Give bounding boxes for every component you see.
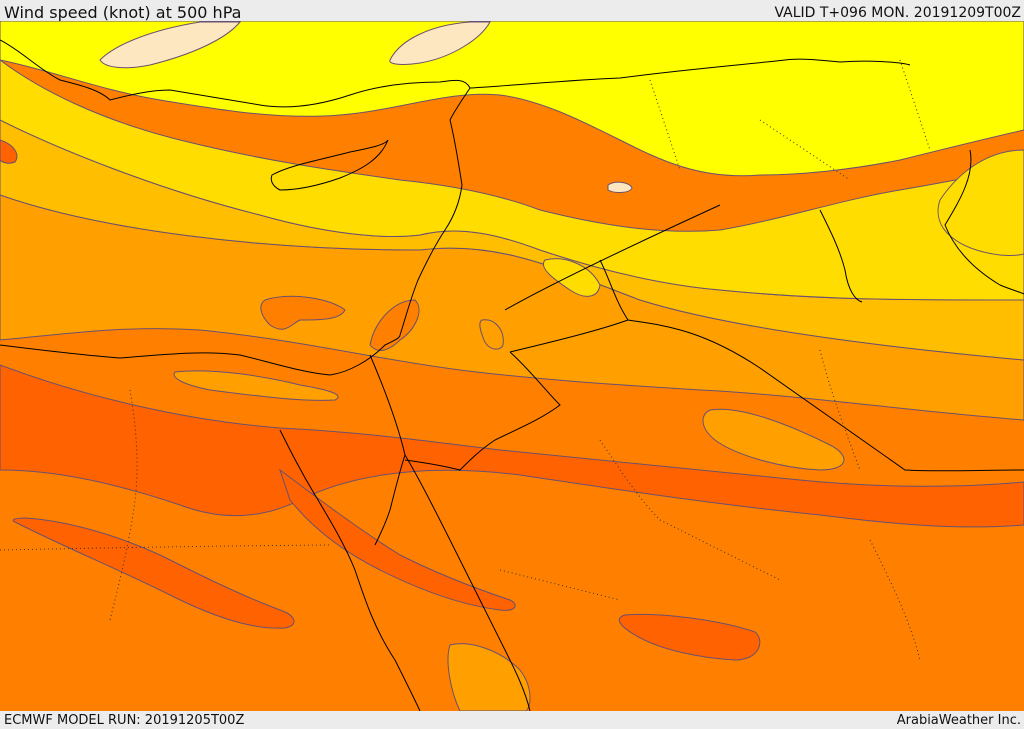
- valid-time-label: VALID T+096 MON. 20191209T00Z: [774, 5, 1021, 21]
- band-gold-syria: [542, 258, 601, 297]
- band-dark-orange-redsea: [279, 468, 516, 611]
- coastlines: [0, 39, 1024, 711]
- band-light-orange-egypt: [173, 370, 339, 401]
- band-gold-east: [937, 149, 1024, 256]
- model-run-label: ECMWF MODEL RUN: 20191205T00Z: [4, 713, 245, 728]
- band-dark-orange-sw: [12, 517, 295, 629]
- band-light-orange-levant: [479, 319, 504, 350]
- map-header: Wind speed (knot) at 500 hPa VALID T+096…: [0, 0, 1024, 22]
- coast-gulf-east: [944, 149, 1024, 295]
- coast-cyprus: [270, 139, 389, 191]
- map-footer: ECMWF MODEL RUN: 20191205T00Z ArabiaWeat…: [0, 711, 1024, 729]
- coast-gulf: [819, 209, 863, 303]
- wind-speed-map: [0, 21, 1024, 711]
- band-pale-center: [389, 21, 491, 65]
- coast-arabia-redsea: [404, 454, 531, 711]
- band-dark-orange-med: [260, 295, 346, 330]
- map-canvas: [0, 21, 1024, 711]
- internal-borders: [0, 59, 931, 661]
- coast-sinai-west: [279, 429, 421, 711]
- brand-credit: ArabiaWeather Inc.: [896, 713, 1021, 728]
- coast-sinai-east: [374, 454, 406, 546]
- band-light-orange-arabia: [702, 408, 845, 471]
- border-jordan-east: [404, 351, 561, 471]
- map-title: Wind speed (knot) at 500 hPa: [4, 3, 242, 22]
- band-dark-orange-se: [618, 613, 761, 661]
- coast-anatolia: [0, 39, 471, 121]
- border-saudi-iraq: [599, 259, 1024, 472]
- coast-levant: [399, 119, 463, 336]
- band-pale-west: [99, 21, 242, 69]
- border-iraq-jordan: [504, 204, 721, 311]
- border-syria-turkey: [469, 58, 911, 89]
- band-pale-syria: [607, 181, 633, 193]
- coast-egypt: [0, 334, 401, 376]
- band-dark-orange-main: [0, 364, 1024, 528]
- band-light-orange-south: [447, 643, 531, 711]
- band-yellow: [0, 21, 1024, 177]
- political-borders: [369, 58, 1024, 472]
- band-dark-orange-west: [0, 139, 18, 164]
- border-egypt-israel: [369, 354, 406, 456]
- border-jordan-saudi: [509, 319, 629, 353]
